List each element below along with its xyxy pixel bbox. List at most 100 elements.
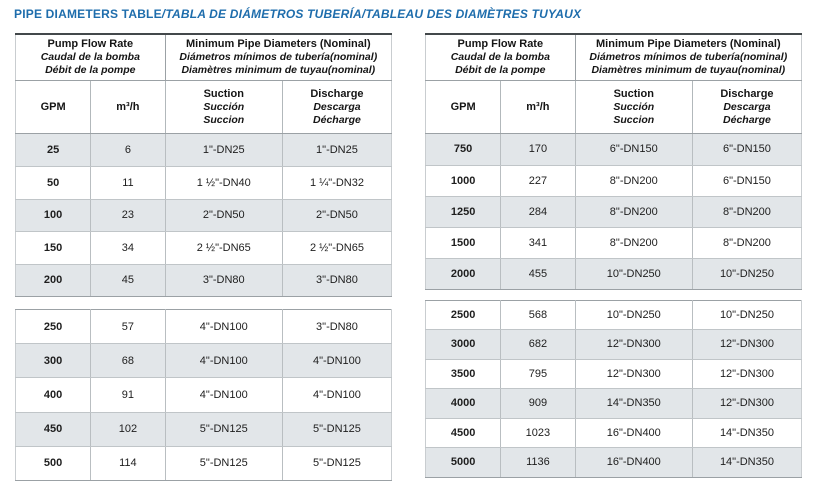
suction-size: 5"-DN125 (165, 412, 283, 447)
section-gap (15, 297, 392, 309)
gpm-value: 150 (14, 231, 92, 265)
gpm-value: 1250 (424, 196, 502, 228)
gpm-value: 750 (424, 134, 502, 166)
gpm-value: 500 (14, 446, 92, 481)
discharge-size: 14"-DN350 (692, 418, 803, 448)
gpm-value: 5000 (424, 447, 502, 478)
discharge-size: 6"-DN150 (692, 134, 803, 166)
m3h-value: 6 (90, 134, 166, 167)
col-header-discharge: Discharge Descarga Décharge (282, 80, 393, 134)
suction-size: 16"-DN400 (575, 447, 693, 478)
flow-rate-group-header: Pump Flow Rate Caudal de la bomba Débit … (15, 33, 166, 81)
gpm-value: 50 (14, 166, 92, 200)
suction-size: 1 ½"-DN40 (165, 166, 283, 200)
discharge-size: 2 ½"-DN65 (282, 231, 393, 265)
suction-size: 10"-DN250 (575, 258, 693, 290)
suction-size: 5"-DN125 (165, 446, 283, 481)
table-row: 400 91 4"-DN100 4"-DN100 (14, 377, 393, 413)
m3h-value: 568 (500, 299, 576, 330)
m3h-value: 45 (90, 264, 166, 297)
suction-size: 12"-DN300 (575, 359, 693, 389)
table-row: 1500 341 8"-DN200 8"-DN200 (424, 227, 803, 259)
discharge-size: 1 ¼"-DN32 (282, 166, 393, 200)
suction-size: 3"-DN80 (165, 264, 283, 297)
discharge-size: 4"-DN100 (282, 377, 393, 413)
table-row: 100 23 2"-DN50 2"-DN50 (14, 199, 393, 232)
m3h-value: 23 (90, 199, 166, 232)
table-row: 250 57 4"-DN100 3"-DN80 (14, 308, 393, 345)
m3h-value: 1136 (500, 447, 576, 478)
discharge-size: 4"-DN100 (282, 343, 393, 379)
table-section-2: 2500 568 10"-DN250 10"-DN250 3000 682 12"-DN30… (424, 299, 803, 478)
discharge-size: 12"-DN300 (692, 359, 803, 389)
col-header-discharge: Discharge Descarga Décharge (692, 80, 803, 134)
gpm-value: 2500 (424, 299, 502, 330)
m3h-value: 68 (90, 343, 166, 379)
table-row: 1000 227 8"-DN200 6"-DN150 (424, 165, 803, 197)
gpm-value: 200 (14, 264, 92, 297)
suction-size: 8"-DN200 (575, 165, 693, 197)
m3h-value: 682 (500, 329, 576, 360)
discharge-size: 12"-DN300 (692, 329, 803, 360)
table-section-2: 250 57 4"-DN100 3"-DN80 300 68 4"-DN100 4"-DN10… (14, 308, 393, 481)
gpm-value: 25 (14, 134, 92, 167)
table-header: Pump Flow Rate Caudal de la bomba Débit … (424, 33, 803, 134)
pipe-diameters-label-fr: Diamètres minimum de tuyau(nominal) (591, 64, 786, 76)
table-row: 3000 682 12"-DN300 12"-DN300 (424, 329, 803, 360)
discharge-size: 8"-DN200 (692, 227, 803, 259)
discharge-size: 10"-DN250 (692, 299, 803, 330)
table-row: 300 68 4"-DN100 4"-DN100 (14, 343, 393, 379)
suction-size: 14"-DN350 (575, 388, 693, 419)
discharge-size: 8"-DN200 (692, 196, 803, 228)
table-row: 2000 455 10"-DN250 10"-DN250 (424, 258, 803, 290)
gpm-value: 1500 (424, 227, 502, 259)
suction-size: 16"-DN400 (575, 418, 693, 448)
flow-rate-label-es: Caudal de la bomba (40, 51, 140, 63)
discharge-size: 14"-DN350 (692, 447, 803, 478)
pipe-diameters-label-es: Diámetros mínimos de tubería(nominal) (179, 51, 378, 63)
m3h-value: 170 (500, 134, 576, 166)
table-row: 25 6 1"-DN25 1"-DN25 (14, 134, 393, 167)
suction-size: 4"-DN100 (165, 308, 283, 345)
m3h-value: 909 (500, 388, 576, 419)
table-row: 150 34 2 ½"-DN65 2 ½"-DN65 (14, 231, 393, 265)
m3h-value: 795 (500, 359, 576, 389)
discharge-size: 6"-DN150 (692, 165, 803, 197)
flow-rate-label-fr: Débit de la pompe (45, 64, 136, 76)
suction-size: 8"-DN200 (575, 227, 693, 259)
flow-rate-label-fr: Débit de la pompe (455, 64, 546, 76)
suction-size: 1"-DN25 (165, 134, 283, 167)
gpm-value: 3500 (424, 359, 502, 389)
gpm-value: 250 (14, 308, 92, 345)
pipe-diameters-label-en: Minimum Pipe Diameters (Nominal) (186, 38, 371, 50)
table-row: 3500 795 12"-DN300 12"-DN300 (424, 359, 803, 389)
discharge-size: 2"-DN50 (282, 199, 393, 232)
m3h-value: 1023 (500, 418, 576, 448)
gpm-value: 3000 (424, 329, 502, 360)
table-section-1: 25 6 1"-DN25 1"-DN25 50 11 1 ½"-DN40 1 ¼"-DN32 1… (14, 134, 393, 297)
pipe-diameters-label-fr: Diamètres minimum de tuyau(nominal) (181, 64, 376, 76)
suction-size: 10"-DN250 (575, 299, 693, 330)
gpm-value: 450 (14, 412, 92, 447)
page-title-main: PIPE DIAMETERS TABLE (14, 7, 162, 21)
table-row: 4500 1023 16"-DN400 14"-DN350 (424, 418, 803, 448)
table-row: 1250 284 8"-DN200 8"-DN200 (424, 196, 803, 228)
m3h-value: 284 (500, 196, 576, 228)
table-row: 4000 909 14"-DN350 12"-DN300 (424, 388, 803, 419)
m3h-value: 57 (90, 308, 166, 345)
suction-size: 8"-DN200 (575, 196, 693, 228)
discharge-size: 3"-DN80 (282, 308, 393, 345)
pipe-diameters-group-header: Minimum Pipe Diameters (Nominal) Diámetr… (575, 33, 803, 81)
table-row: 2500 568 10"-DN250 10"-DN250 (424, 299, 803, 330)
suction-size: 6"-DN150 (575, 134, 693, 166)
suction-size: 12"-DN300 (575, 329, 693, 360)
col-header-suction: Suction Succión Succion (575, 80, 693, 134)
tables-wrap: Pump Flow Rate Caudal de la bomba Débit … (14, 33, 803, 481)
discharge-size: 1"-DN25 (282, 134, 393, 167)
m3h-value: 11 (90, 166, 166, 200)
suction-size: 2"-DN50 (165, 199, 283, 232)
flow-rate-label-en: Pump Flow Rate (47, 38, 134, 50)
suction-size: 2 ½"-DN65 (165, 231, 283, 265)
suction-size: 4"-DN100 (165, 377, 283, 413)
pipe-table-left: Pump Flow Rate Caudal de la bomba Débit … (14, 33, 393, 481)
